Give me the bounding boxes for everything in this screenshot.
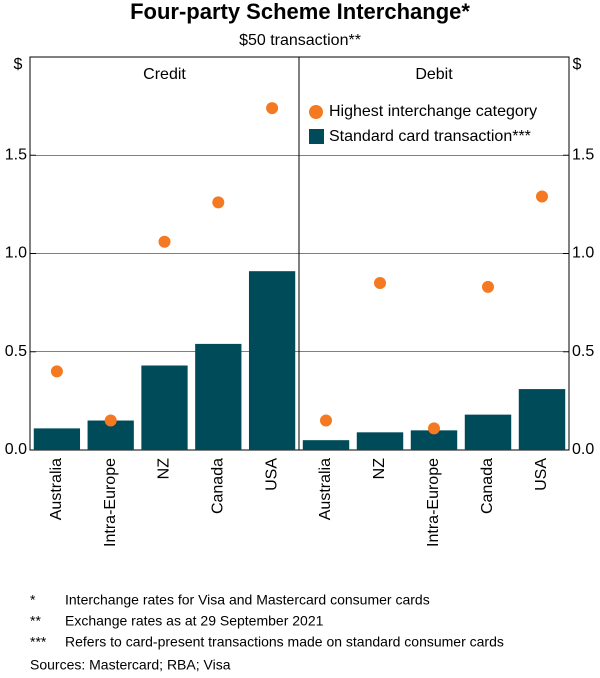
x-tick-label: Australia <box>317 458 334 520</box>
panel-title: Debit <box>415 66 453 83</box>
dot <box>158 235 171 248</box>
y-tick-label: 0.0 <box>572 441 594 458</box>
x-tick-label: Australia <box>48 458 65 520</box>
dot <box>536 190 548 203</box>
legend-label: Standard card transaction*** <box>329 128 531 145</box>
dot <box>104 414 117 427</box>
legend-swatch <box>309 129 324 144</box>
legend-label: Highest interchange category <box>329 103 537 120</box>
x-tick-label: USA <box>533 458 550 491</box>
x-tick-label: Intra-Europe <box>425 458 442 547</box>
y-axis-label: $ <box>573 56 582 73</box>
bar <box>33 428 81 450</box>
bar <box>195 343 242 450</box>
bar <box>464 414 512 450</box>
y-tick-label: 1.0 <box>572 245 594 262</box>
bar <box>356 432 404 450</box>
bar <box>410 430 458 450</box>
footnote-text: Interchange rates for Visa and Mastercar… <box>65 592 430 608</box>
footnote-mark: * <box>30 592 36 608</box>
sources: Sources: Mastercard; RBA; Visa <box>30 657 231 673</box>
bar <box>248 271 296 450</box>
y-tick-label: 1.5 <box>572 146 594 163</box>
y-tick-label: 1.0 <box>5 245 27 262</box>
footnote-mark: ** <box>30 613 41 629</box>
bar <box>302 440 350 450</box>
footnote-text: Exchange rates as at 29 September 2021 <box>65 613 324 629</box>
chart-title: Four-party Scheme Interchange* <box>130 0 470 24</box>
footnote-text: Refers to card-present transactions made… <box>65 634 504 650</box>
bar <box>518 389 566 450</box>
legend-swatch <box>309 105 323 119</box>
chart-subtitle: $50 transaction** <box>239 32 361 49</box>
dot <box>266 102 279 115</box>
dot <box>428 422 440 435</box>
x-tick-label: NZ <box>156 458 173 480</box>
dot <box>50 365 63 378</box>
x-tick-label: USA <box>263 458 280 491</box>
dot <box>320 414 332 427</box>
footnote-mark: *** <box>30 634 47 650</box>
x-tick-label: Intra-Europe <box>102 458 119 547</box>
dot <box>482 280 494 293</box>
x-tick-label: Canada <box>210 458 227 514</box>
bar <box>141 365 188 450</box>
dot <box>374 276 386 289</box>
x-tick-label: Canada <box>479 458 496 514</box>
x-tick-label: NZ <box>371 458 388 480</box>
y-axis-label: $ <box>14 56 23 73</box>
y-tick-label: 0.5 <box>572 343 594 360</box>
y-tick-label: 1.5 <box>5 146 27 163</box>
y-tick-label: 0.5 <box>5 343 27 360</box>
panel-title: Credit <box>143 66 186 83</box>
y-tick-label: 0.0 <box>5 441 27 458</box>
dot <box>212 196 225 209</box>
